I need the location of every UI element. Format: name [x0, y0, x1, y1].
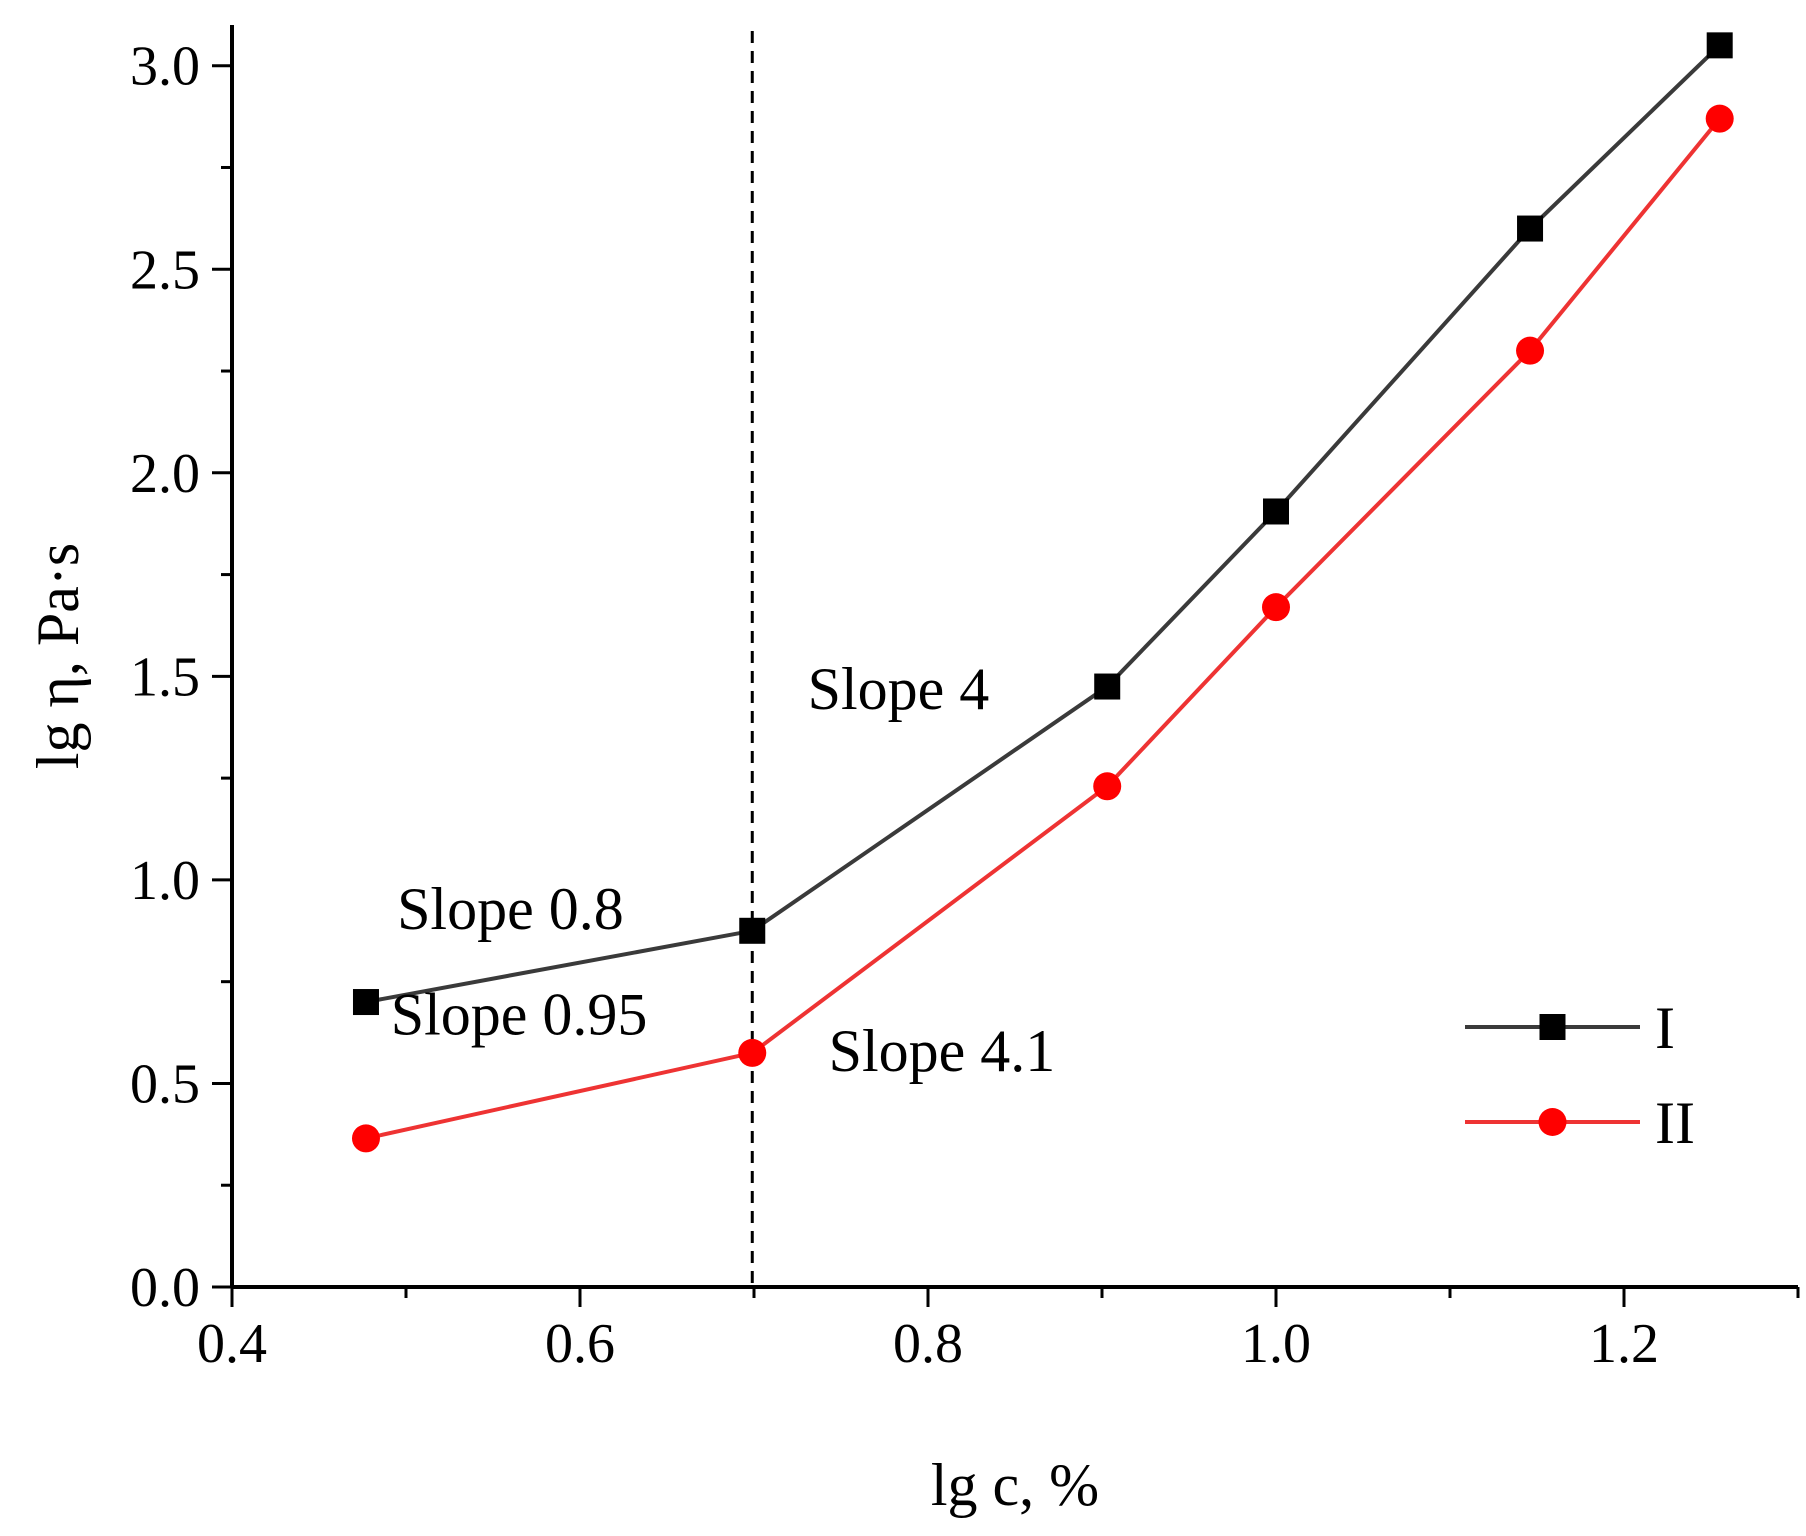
- data-point: [738, 1038, 767, 1067]
- y-tick-label: 0.5: [130, 1053, 200, 1115]
- y-tick-label: 2.5: [130, 239, 200, 301]
- data-point: [1516, 336, 1545, 365]
- x-tick-label: 0.6: [545, 1313, 615, 1375]
- legend-marker: [1538, 1108, 1567, 1136]
- legend-marker: [1539, 1014, 1566, 1040]
- legend-label: II: [1655, 1090, 1695, 1156]
- data-point: [1094, 673, 1121, 700]
- data-point: [1263, 498, 1289, 525]
- data-point: [1093, 772, 1122, 801]
- series-II: [351, 104, 1734, 1153]
- data-point: [352, 989, 379, 1016]
- slope-annotation: Slope 0.95: [391, 982, 648, 1048]
- data-point: [1262, 593, 1290, 622]
- legend-item-I: I: [1465, 995, 1675, 1061]
- y-tick-label: 1.0: [130, 850, 200, 912]
- slope-annotation: Slope 4.1: [829, 1018, 1056, 1084]
- data-point: [1706, 32, 1733, 59]
- y-tick-label: 3.0: [130, 36, 200, 98]
- y-tick-label: 0.0: [130, 1257, 200, 1319]
- slope-annotation: Slope 4: [808, 656, 990, 722]
- data-point: [1705, 104, 1734, 133]
- data-point: [739, 917, 766, 944]
- legend-label: I: [1655, 995, 1675, 1061]
- x-tick-label: 1.0: [1241, 1313, 1311, 1375]
- slope-annotation: Slope 0.8: [397, 876, 624, 942]
- legend-item-II: II: [1465, 1090, 1695, 1156]
- y-tick-label: 1.5: [130, 646, 200, 708]
- series-layer: [351, 32, 1734, 1153]
- series-line: [365, 43, 1722, 1004]
- y-tick-label: 2.0: [130, 443, 200, 505]
- data-point: [351, 1124, 380, 1153]
- series-I: [352, 32, 1733, 1016]
- series-line: [365, 117, 1722, 1141]
- y-axis-title: lg η, Pa·s: [25, 543, 91, 769]
- data-point: [1517, 215, 1544, 242]
- legend: III: [1465, 995, 1695, 1156]
- x-tick-label: 0.4: [197, 1313, 267, 1375]
- annotation-layer: Slope 0.8 Slope 0.95 Slope 4 Slope 4.1: [391, 656, 1055, 1084]
- x-tick-label: 0.8: [893, 1313, 963, 1375]
- x-axis-title: lg c, %: [931, 1452, 1099, 1518]
- x-tick-label: 1.2: [1589, 1313, 1659, 1375]
- axes: 0.4 0.6 0.8 1.0 1.2 0.0 0.5 1.0 1.5 2.0 2.5 3.0: [130, 25, 1800, 1375]
